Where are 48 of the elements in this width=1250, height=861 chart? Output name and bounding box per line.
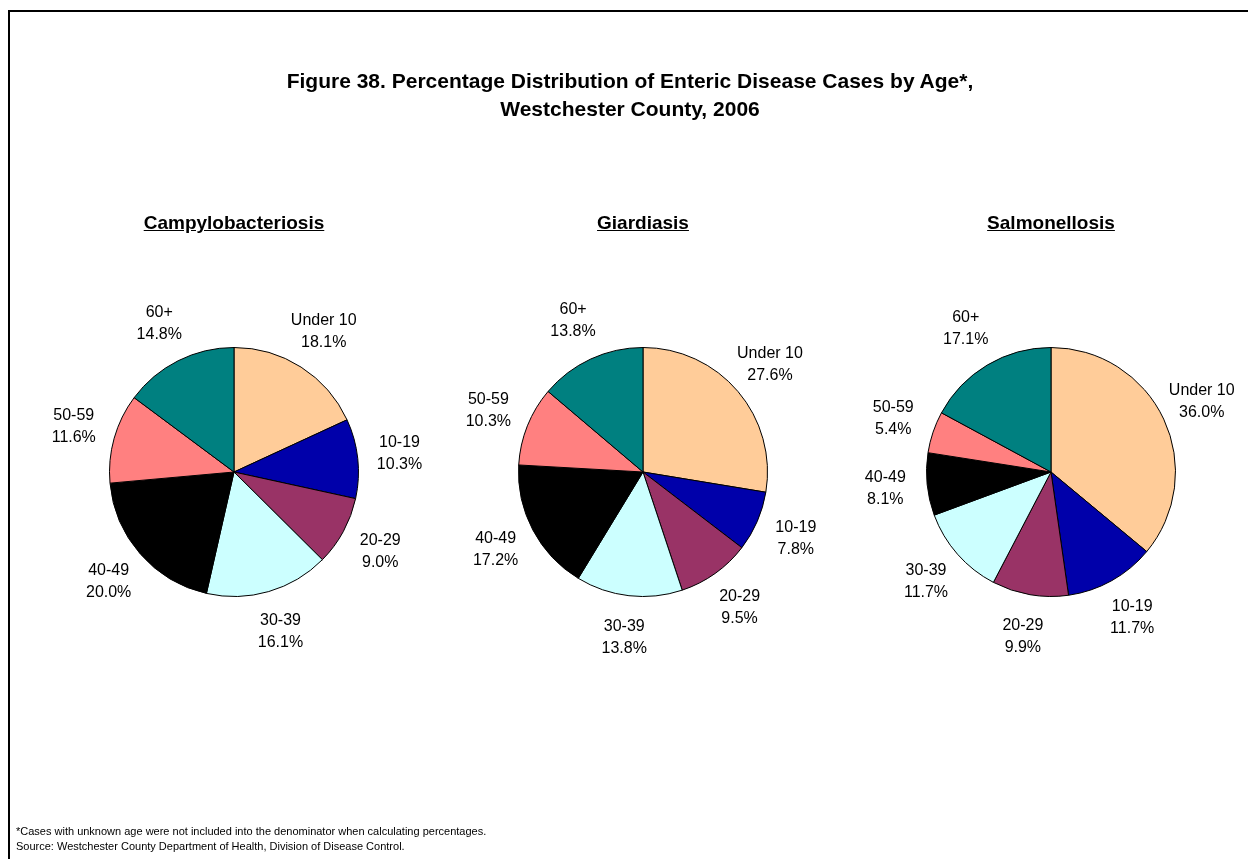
data-label: 10.3%: [465, 411, 512, 429]
data-label: 27.6%: [747, 365, 793, 383]
chart-title: Campylobacteriosis: [142, 212, 326, 235]
data-label: 20.0%: [85, 583, 132, 601]
data-label: 17.1%: [943, 330, 989, 348]
source-note: Source: Westchester County Department of Health, Division of Disease Control.: [16, 839, 406, 854]
data-label: 9.5%: [721, 609, 758, 627]
slice-label: 50-59: [872, 398, 914, 416]
slice-label: 60+: [145, 302, 173, 320]
slice-label: 60+: [559, 300, 587, 318]
slice-label: 60+: [952, 308, 980, 326]
data-label: 13.8%: [601, 638, 647, 656]
data-label: 7.8%: [777, 539, 815, 557]
slice-label: 50-59: [467, 389, 509, 407]
data-label: 9.0%: [362, 553, 399, 570]
slice-label: 10-19: [775, 517, 817, 535]
slice-label: 30-39: [905, 561, 947, 579]
slice-label: Under 10: [1168, 380, 1235, 398]
data-label: 17.2%: [472, 550, 519, 568]
text: Figure 38. Percentage Distribution of Enteric Disease Cases by Age*, Westchester County, 2006: [285, 68, 975, 122]
slice-label: 40-49: [864, 467, 906, 485]
data-label: 11.7%: [1110, 618, 1155, 636]
data-label: 13.8%: [550, 322, 596, 340]
chart-title: Salmonellosis: [986, 212, 1116, 235]
data-label: 36.0%: [1179, 402, 1225, 420]
slice-label: 30-39: [603, 616, 645, 634]
data-label: 18.1%: [301, 333, 347, 351]
text: *Cases with unknown age were not included into the denominator when calculating percentages.: [16, 824, 487, 839]
slice-label: 30-39: [260, 611, 302, 629]
chart-title: Giardiasis: [596, 212, 690, 235]
slice-label: Under 10: [290, 311, 357, 329]
data-label: 8.1%: [867, 489, 904, 507]
data-label: 11.7%: [903, 583, 949, 601]
slice-label: 10-19: [379, 433, 421, 451]
slice-label: 40-49: [88, 561, 130, 579]
data-label: 5.4%: [875, 420, 912, 438]
slice-label: 50-59: [53, 406, 95, 424]
slice-label: 20-29: [719, 587, 761, 605]
data-label: 10.3%: [376, 455, 423, 473]
slice-label: 40-49: [475, 528, 517, 546]
data-label: 14.8%: [136, 324, 182, 342]
data-label: 11.6%: [51, 428, 96, 446]
slice-label: 20-29: [1002, 615, 1044, 633]
slice-label: Under 10: [737, 343, 803, 361]
data-label: 16.1%: [257, 633, 304, 651]
data-label: 9.9%: [1004, 637, 1042, 655]
slice-label: 10-19: [1111, 596, 1153, 614]
slice-label: 20-29: [359, 531, 401, 548]
